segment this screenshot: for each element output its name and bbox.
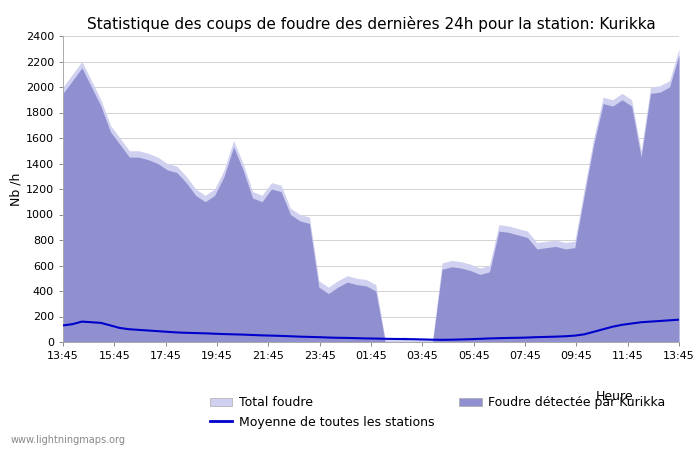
Text: www.lightningmaps.org: www.lightningmaps.org <box>10 435 125 445</box>
Text: Heure: Heure <box>596 391 634 403</box>
Title: Statistique des coups de foudre des dernières 24h pour la station: Kurikka: Statistique des coups de foudre des dern… <box>87 16 655 32</box>
Y-axis label: Nb /h: Nb /h <box>10 172 23 206</box>
Legend: Total foudre, Moyenne de toutes les stations, Foudre détectée par Kurikka: Total foudre, Moyenne de toutes les stat… <box>205 392 670 434</box>
